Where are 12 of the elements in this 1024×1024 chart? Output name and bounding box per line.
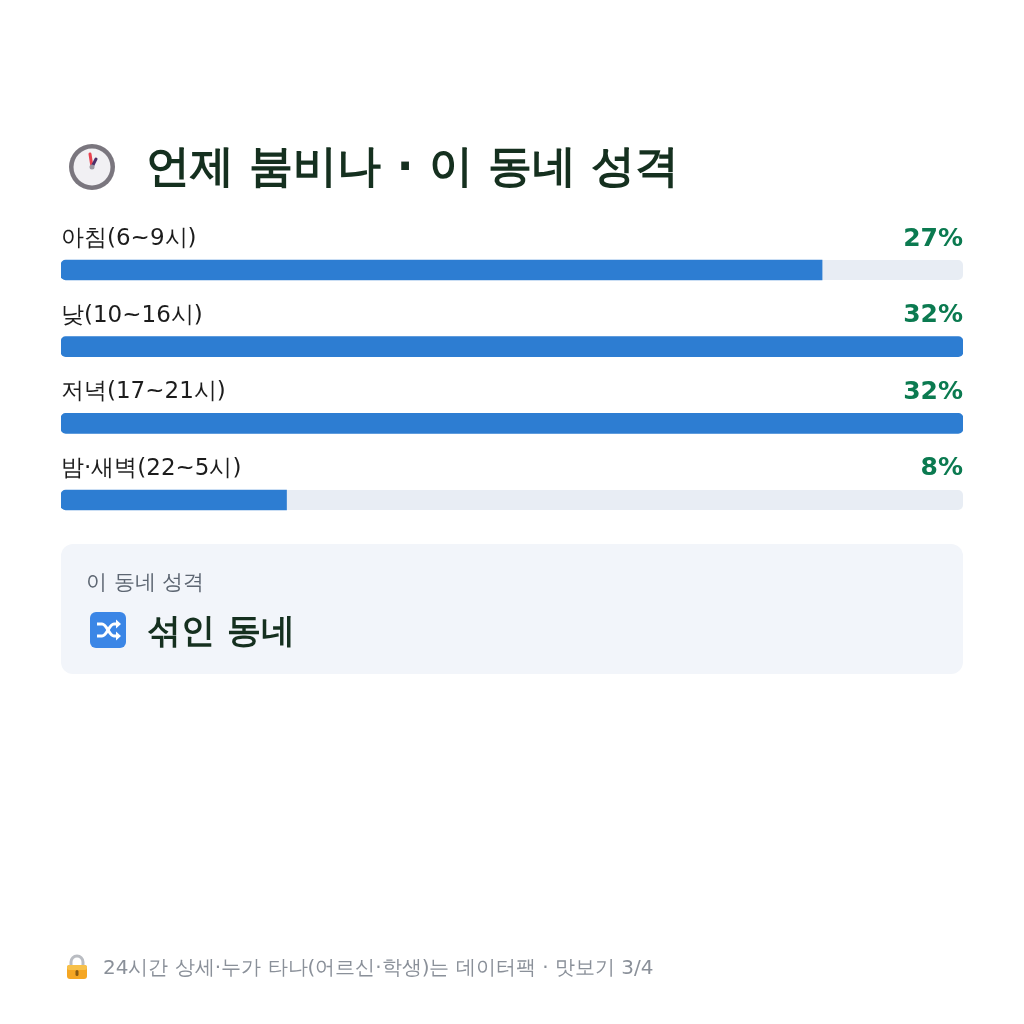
text: 이 동네 성격 xyxy=(86,569,205,596)
text: 24시간 상세·누가 타나(어르신·학생)는 데이터팩 · 맛보기 3/4 xyxy=(103,954,654,981)
y-tick-label: 아침(6~9시) xyxy=(61,223,197,250)
y-tick-label: 밤·새벽(22~5시) xyxy=(61,453,242,480)
y-tick-label: 저녁(17~21시) xyxy=(61,377,226,404)
text: 섞인 동네 xyxy=(147,609,295,652)
y-tick-label: 낮(10~16시) xyxy=(61,300,203,327)
data-label: 32% xyxy=(903,375,963,405)
chart-title: 언제 붐비나 · 이 동네 성격 xyxy=(146,139,680,193)
data-label: 8% xyxy=(920,452,963,482)
data-label: 27% xyxy=(903,222,963,252)
data-label: 32% xyxy=(903,299,963,329)
